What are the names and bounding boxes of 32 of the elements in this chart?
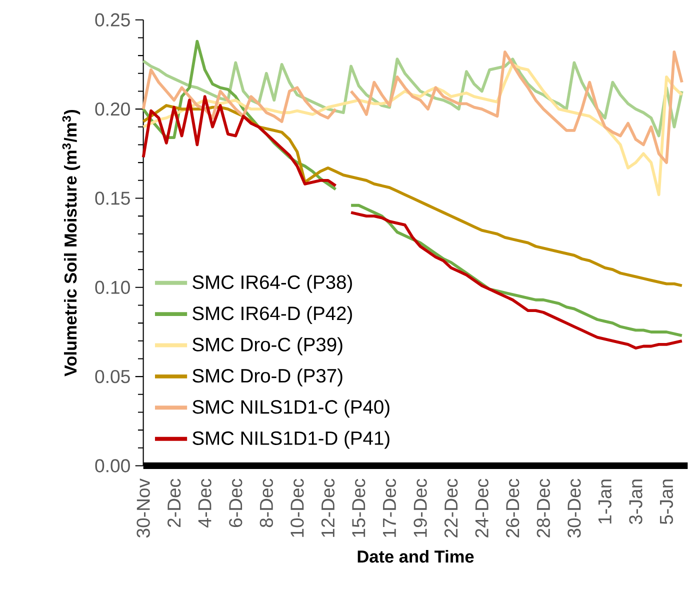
- x-tick-label: 2-Dec: [168, 478, 181, 527]
- legend-label: SMC NILS1D1-D (P41): [192, 430, 390, 449]
- x-tick-label: 6-Dec: [229, 478, 242, 527]
- y-tick-label: 0.25: [95, 13, 130, 26]
- y-tick-label: 0.15: [95, 192, 130, 205]
- x-tick-label: 26-Dec: [506, 478, 520, 538]
- legend-label: SMC Dro-C (P39): [192, 337, 342, 356]
- y-tick-label: 0.05: [95, 370, 130, 384]
- y-axis-title: Volumetric Soil Moisture (m$^{3}$/m$^{3}$): [62, 110, 80, 376]
- x-tick-label: 24-Dec: [475, 478, 488, 538]
- x-tick-label: 5-Jan: [660, 480, 674, 524]
- x-tick-label: 17-Dec: [383, 478, 396, 537]
- x-tick-label: 30-Nov: [136, 478, 150, 538]
- x-tick-label: 28-Dec: [536, 478, 550, 538]
- x-tick-label: 4-Dec: [198, 478, 212, 528]
- legend-label: SMC IR64-C (P38): [192, 274, 352, 293]
- y-tick-label: 0.20: [95, 102, 130, 116]
- x-tick-label: 30-Dec: [568, 478, 581, 538]
- y-tick-label: 0.00: [95, 459, 130, 472]
- x-tick-label: 8-Dec: [260, 478, 273, 528]
- legend-label: SMC Dro-D (P37): [192, 368, 342, 386]
- x-tick-label: 12-Dec: [321, 478, 335, 537]
- x-tick-label: 1-Jan: [598, 480, 612, 524]
- x-axis-title: Date and Time: [358, 550, 474, 563]
- legend-label: SMC IR64-D (P42): [192, 306, 352, 324]
- y-tick-label: 0.10: [95, 280, 130, 294]
- x-tick-label: 15-Dec: [352, 478, 366, 537]
- x-tick-label: 22-Dec: [444, 478, 458, 538]
- x-tick-label: 19-Dec: [414, 478, 427, 537]
- x-tick-label: 3-Jan: [629, 480, 642, 524]
- x-tick-label: 10-Dec: [290, 478, 304, 537]
- legend-label: SMC NILS1D1-C (P40): [192, 400, 390, 418]
